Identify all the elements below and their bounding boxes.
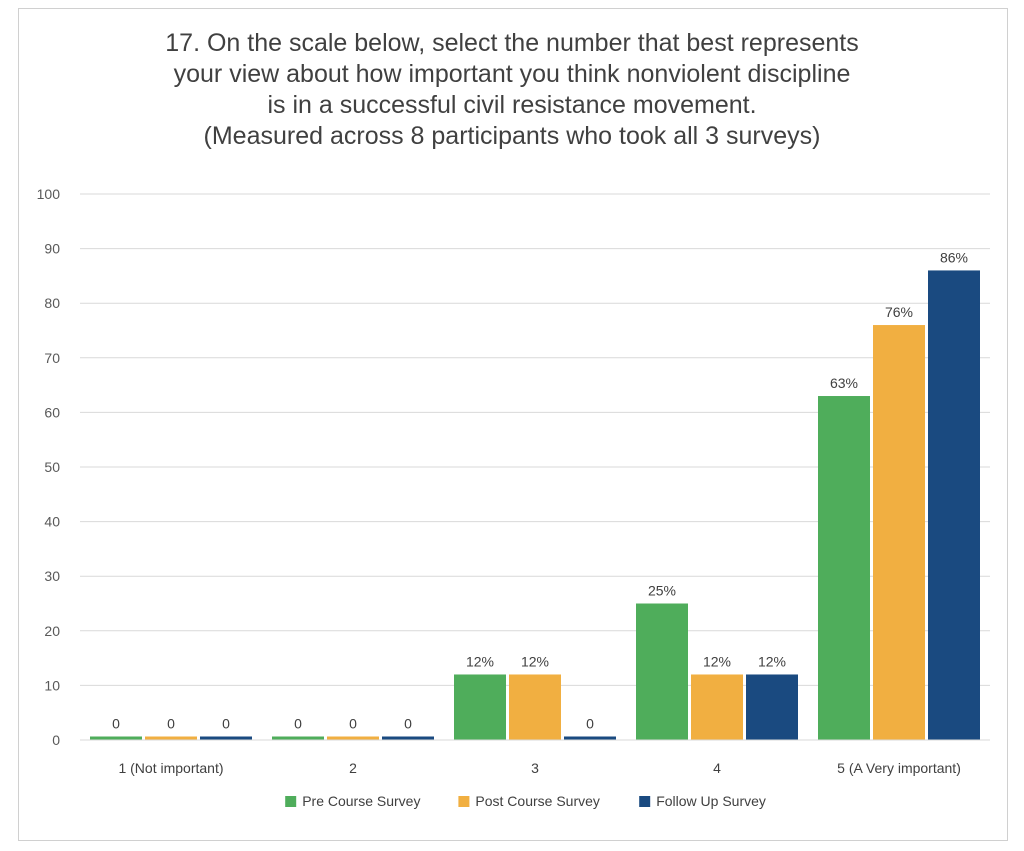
y-tick-label: 80 (44, 295, 60, 311)
x-category-label: 4 (713, 760, 721, 776)
x-category-label: 5 (A Very important) (837, 760, 961, 776)
legend-swatch (458, 796, 470, 807)
chart-title-line-3: is in a successful civil resistance move… (267, 91, 757, 119)
chart-title-line-2: your view about how important you think … (173, 60, 851, 88)
data-label: 12% (466, 653, 494, 669)
data-label: 0 (404, 716, 412, 732)
y-tick-label: 90 (44, 241, 60, 257)
legend-swatch (639, 796, 651, 807)
data-label: 0 (112, 716, 120, 732)
y-tick-label: 40 (44, 514, 60, 530)
legend-label: Post Course Survey (475, 793, 600, 809)
y-tick-label: 60 (44, 404, 60, 420)
legend-swatch (285, 796, 297, 807)
data-label: 0 (167, 716, 175, 732)
x-category-label: 1 (Not important) (118, 760, 223, 776)
bar-pre-course-survey (636, 603, 688, 740)
data-label: 12% (703, 653, 731, 669)
bar-pre-course-survey (454, 674, 506, 740)
bar-post-course-survey (691, 674, 743, 740)
legend: Pre Course Survey Post Course Survey Follo… (285, 793, 766, 809)
data-label: 12% (521, 653, 549, 669)
y-axis: 0 10 20 30 40 50 60 70 80 90 100 (37, 186, 61, 748)
data-label: 63% (830, 375, 858, 391)
bars (90, 270, 980, 740)
bar-post-course-survey (327, 736, 379, 740)
x-category-label: 2 (349, 760, 357, 776)
bar-follow-up-survey (746, 674, 798, 740)
y-tick-label: 10 (44, 677, 60, 693)
y-tick-label: 70 (44, 350, 60, 366)
x-axis: 1 (Not important) 2 3 4 5 (A Very important) (80, 739, 990, 776)
data-label: 86% (940, 249, 968, 265)
bar-pre-course-survey (818, 396, 870, 740)
bar-post-course-survey (509, 674, 561, 740)
bar-follow-up-survey (564, 736, 616, 740)
data-label: 0 (586, 716, 594, 732)
bar-post-course-survey (145, 736, 197, 740)
y-tick-label: 100 (37, 186, 61, 202)
data-labels: 0 0 0 0 0 0 12% 12% 0 25% 12% 12% 63% 76% 86% (112, 249, 968, 731)
data-label: 0 (222, 716, 230, 732)
y-tick-label: 0 (52, 732, 60, 748)
data-label: 0 (294, 716, 302, 732)
data-label: 12% (758, 653, 786, 669)
x-category-label: 3 (531, 760, 539, 776)
y-tick-label: 20 (44, 623, 60, 639)
chart-title-line-4: (Measured across 8 participants who took… (203, 122, 821, 150)
bar-pre-course-survey (272, 736, 324, 740)
data-label: 0 (349, 716, 357, 732)
legend-label: Pre Course Survey (302, 793, 420, 809)
data-label: 76% (885, 304, 913, 320)
bar-follow-up-survey (200, 736, 252, 740)
chart-title: 17. On the scale below, select the numbe… (0, 28, 1024, 152)
bar-follow-up-survey (382, 736, 434, 740)
y-tick-label: 50 (44, 459, 60, 475)
bar-pre-course-survey (90, 736, 142, 740)
data-label: 25% (648, 583, 676, 599)
legend-label: Follow Up Survey (656, 793, 766, 809)
y-tick-label: 30 (44, 568, 60, 584)
chart-title-line-1: 17. On the scale below, select the numbe… (165, 29, 859, 57)
bar-post-course-survey (873, 325, 925, 740)
bar-follow-up-survey (928, 270, 980, 740)
